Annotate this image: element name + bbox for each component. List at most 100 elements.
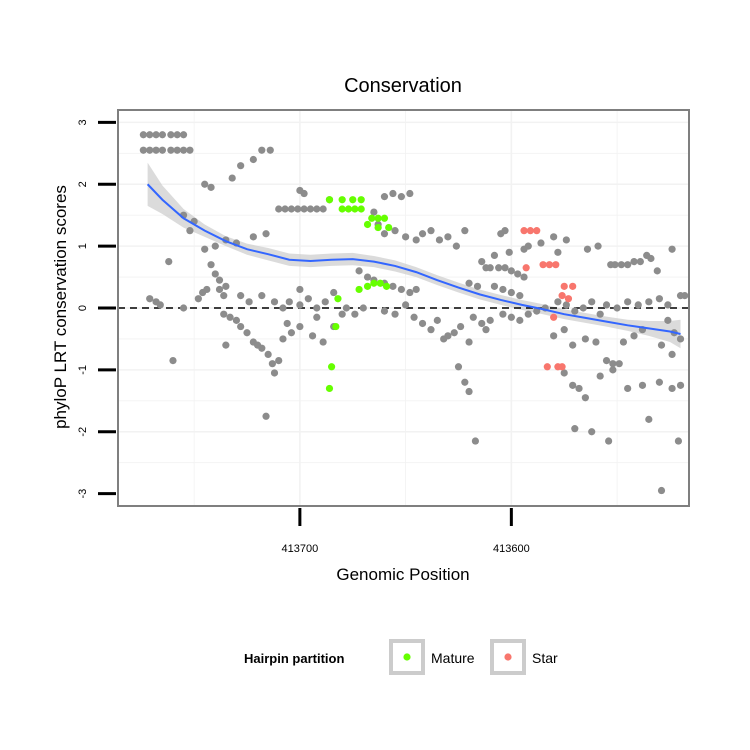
data-point bbox=[681, 292, 689, 300]
mature-point bbox=[349, 196, 357, 204]
x-axis: 413700 413600 bbox=[282, 508, 530, 555]
mature-point bbox=[368, 214, 376, 222]
data-point bbox=[473, 282, 482, 290]
data-point bbox=[194, 295, 202, 303]
y-tick-label: 3 bbox=[77, 119, 89, 125]
star-point bbox=[539, 261, 547, 269]
data-point bbox=[495, 264, 503, 272]
data-point bbox=[524, 310, 532, 318]
data-point bbox=[674, 437, 683, 445]
data-point bbox=[617, 261, 625, 269]
star-point bbox=[560, 282, 568, 290]
data-point bbox=[211, 270, 219, 278]
mature-point bbox=[374, 223, 382, 232]
data-point bbox=[270, 298, 279, 306]
data-point bbox=[279, 304, 287, 312]
data-point bbox=[330, 288, 338, 297]
data-point bbox=[359, 304, 367, 312]
data-point bbox=[258, 292, 266, 300]
y-tick-label: 2 bbox=[77, 181, 89, 187]
data-point bbox=[313, 313, 321, 321]
data-point bbox=[313, 205, 321, 213]
data-point bbox=[391, 310, 399, 318]
star-point bbox=[569, 282, 577, 290]
data-point bbox=[355, 267, 363, 275]
data-point bbox=[501, 264, 509, 272]
data-point bbox=[389, 189, 397, 198]
data-point bbox=[342, 304, 350, 312]
data-point bbox=[581, 394, 589, 402]
mature-point bbox=[374, 214, 382, 222]
data-point bbox=[287, 205, 296, 213]
data-point bbox=[653, 267, 661, 275]
data-point bbox=[452, 242, 460, 250]
data-point bbox=[664, 316, 672, 324]
data-point bbox=[391, 227, 399, 235]
data-point bbox=[550, 233, 558, 241]
data-point bbox=[351, 310, 359, 318]
data-point bbox=[571, 425, 579, 433]
data-point bbox=[554, 298, 562, 306]
mature-point bbox=[382, 282, 391, 290]
data-point bbox=[165, 257, 173, 266]
data-point bbox=[624, 298, 632, 306]
data-point bbox=[676, 335, 685, 343]
data-point bbox=[156, 301, 164, 309]
data-point bbox=[306, 205, 315, 213]
mature-point bbox=[380, 214, 389, 222]
legend: Hairpin partition Mature Star bbox=[244, 639, 558, 675]
star-point bbox=[558, 292, 566, 300]
data-point bbox=[179, 131, 188, 139]
y-tick-label: -3 bbox=[77, 489, 89, 499]
data-point bbox=[520, 273, 528, 281]
data-point bbox=[562, 301, 570, 309]
data-point bbox=[444, 233, 452, 241]
chart-title: Conservation bbox=[344, 75, 462, 97]
mature-point bbox=[325, 384, 334, 393]
mature-point bbox=[355, 285, 363, 294]
data-point bbox=[655, 378, 663, 386]
data-point bbox=[478, 257, 486, 266]
data-point bbox=[465, 387, 473, 396]
star-point bbox=[543, 363, 551, 371]
mature-point bbox=[344, 205, 353, 213]
data-point bbox=[228, 174, 236, 182]
data-point bbox=[615, 360, 623, 368]
mature-point bbox=[357, 205, 365, 213]
mature-point bbox=[363, 220, 372, 229]
data-point bbox=[201, 245, 209, 253]
data-point bbox=[624, 384, 632, 393]
data-point bbox=[139, 131, 147, 139]
data-point bbox=[179, 304, 188, 312]
data-point bbox=[444, 332, 452, 340]
data-point bbox=[630, 332, 638, 340]
legend-label-star: Star bbox=[532, 650, 558, 666]
data-point bbox=[668, 245, 676, 253]
data-point bbox=[270, 369, 279, 377]
data-point bbox=[294, 205, 302, 213]
mature-point bbox=[351, 205, 359, 213]
data-point bbox=[412, 285, 420, 294]
x-axis-title: Genomic Position bbox=[336, 565, 469, 584]
data-point bbox=[179, 146, 188, 154]
mature-point bbox=[338, 196, 346, 204]
data-point bbox=[499, 310, 507, 318]
data-point bbox=[283, 319, 291, 328]
data-point bbox=[222, 341, 230, 349]
data-point bbox=[636, 257, 644, 266]
data-point bbox=[203, 285, 211, 294]
star-point bbox=[545, 261, 554, 269]
data-point bbox=[569, 381, 577, 389]
data-point bbox=[611, 261, 619, 269]
data-point bbox=[668, 384, 676, 393]
data-point bbox=[258, 146, 266, 154]
data-point bbox=[146, 295, 154, 303]
data-point bbox=[605, 437, 613, 445]
data-point bbox=[173, 146, 181, 154]
data-point bbox=[410, 313, 418, 321]
data-point bbox=[490, 251, 499, 260]
data-point bbox=[237, 322, 245, 331]
data-point bbox=[554, 248, 562, 256]
data-point bbox=[139, 146, 147, 154]
data-point bbox=[266, 146, 274, 154]
